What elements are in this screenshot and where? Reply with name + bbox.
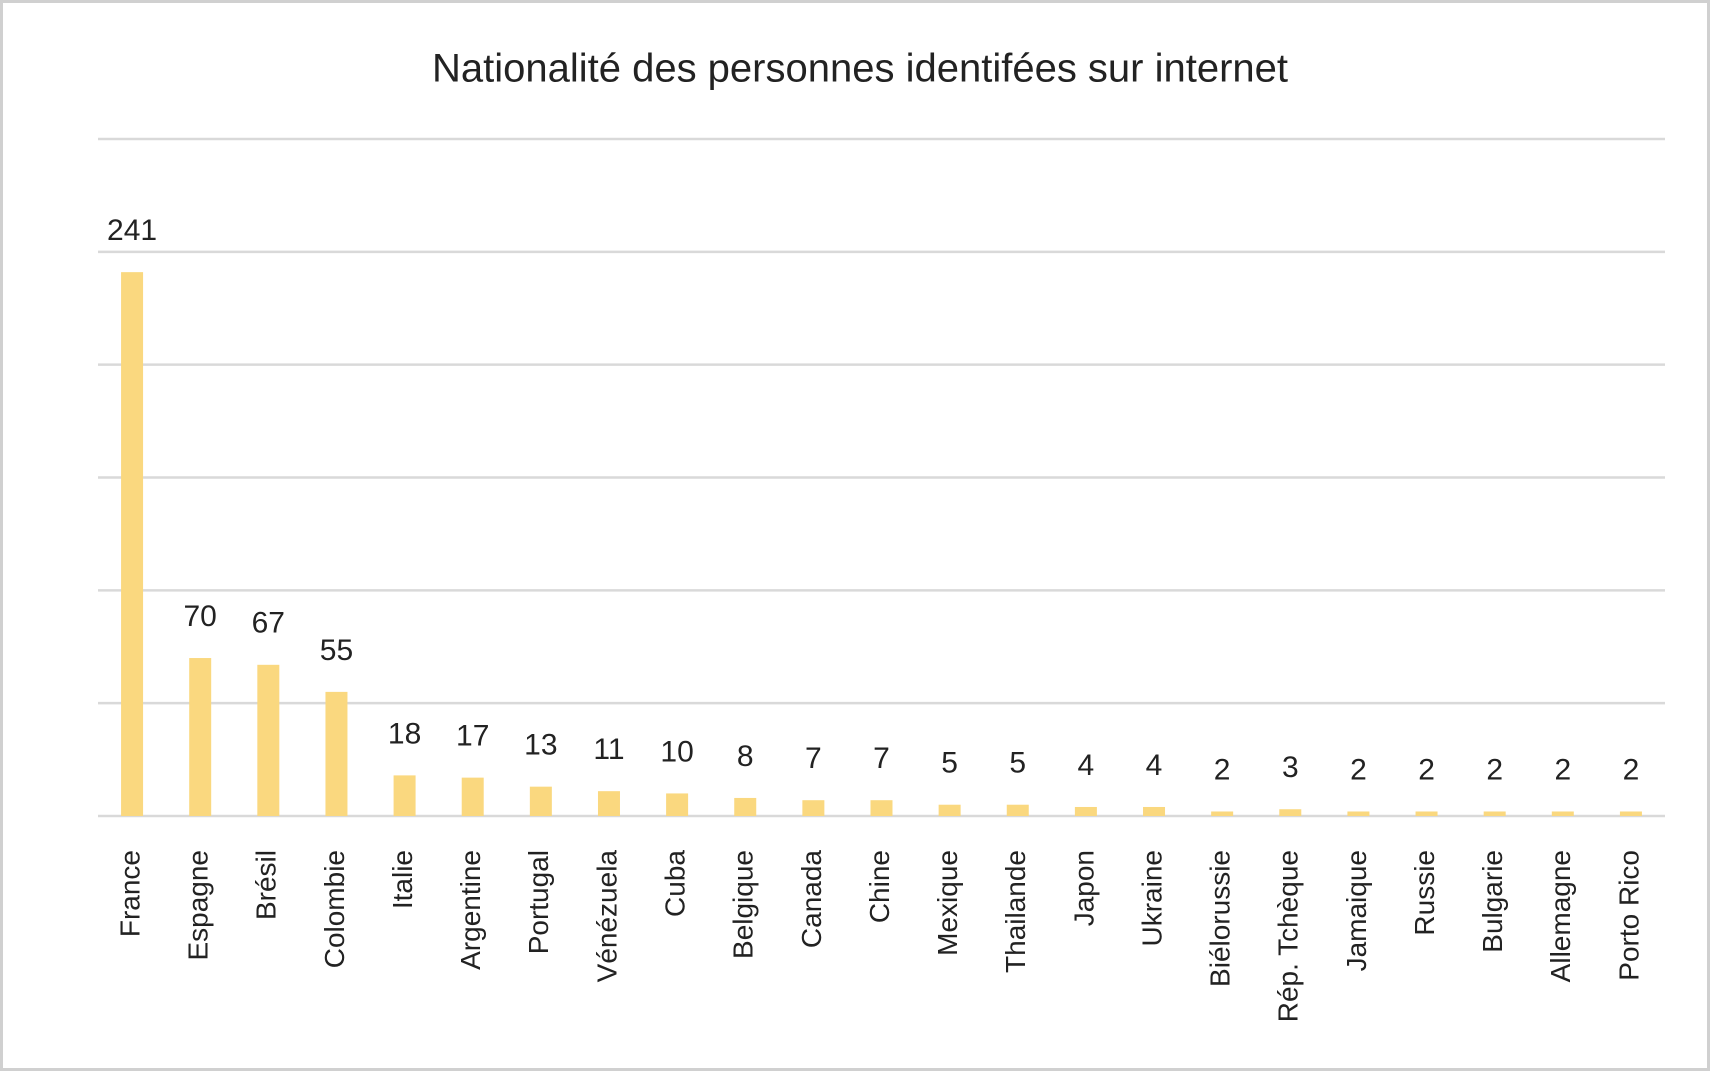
x-tick-label: Russie — [1409, 850, 1440, 936]
value-label: 70 — [184, 600, 217, 633]
bar — [1551, 811, 1574, 816]
x-tick-label: Japon — [1068, 850, 1099, 926]
x-tick-label: Brésil — [251, 850, 282, 920]
bar — [1347, 811, 1370, 816]
value-label: 5 — [1009, 747, 1026, 780]
value-label: 4 — [1078, 749, 1095, 782]
bar — [1415, 811, 1438, 816]
x-tick-label: Mexique — [932, 850, 963, 956]
x-tick-label: Porto Rico — [1613, 850, 1644, 981]
bar — [1074, 806, 1097, 816]
x-tick-label: Allemagne — [1545, 850, 1576, 982]
bar — [189, 658, 212, 816]
value-label: 2 — [1486, 753, 1503, 786]
x-tick-label: France — [114, 850, 145, 937]
bar — [121, 272, 144, 817]
value-label: 13 — [524, 729, 557, 762]
bar — [870, 800, 893, 816]
x-tick-label: Chine — [864, 850, 895, 923]
x-tick-label: Vénézuela — [591, 850, 622, 983]
value-label: 5 — [941, 747, 958, 780]
x-tick-label: Italie — [387, 850, 418, 909]
x-tick-label: Biélorussie — [1205, 850, 1236, 987]
bar — [1619, 811, 1642, 816]
x-tick-label: Thailande — [1000, 850, 1031, 973]
value-label: 67 — [252, 607, 285, 640]
value-label: 10 — [660, 735, 693, 768]
value-label: 2 — [1350, 753, 1367, 786]
value-label: 241 — [107, 214, 157, 247]
x-tick-label: Ukraine — [1136, 850, 1167, 946]
x-tick-label: Canada — [796, 850, 827, 949]
x-tick-label: Portugal — [523, 850, 554, 954]
value-label: 2 — [1554, 753, 1571, 786]
x-tick-label: Jamaique — [1341, 850, 1372, 971]
bar — [1211, 811, 1234, 816]
bar — [1143, 806, 1166, 816]
bar — [325, 691, 348, 816]
value-label: 7 — [805, 742, 822, 775]
chart-title: Nationalité des personnes identifées sur… — [432, 47, 1288, 91]
x-tick-label: Colombie — [319, 850, 350, 968]
value-label: 2 — [1214, 753, 1231, 786]
value-label: 2 — [1418, 753, 1435, 786]
x-tick-label: Argentine — [455, 850, 486, 970]
x-tick-label: Cuba — [659, 850, 690, 917]
bar — [597, 791, 620, 816]
bar — [1279, 809, 1302, 816]
bar — [393, 775, 416, 816]
x-tick-label: Belgique — [728, 850, 759, 959]
bar — [734, 797, 757, 816]
value-label: 8 — [737, 740, 754, 773]
value-label: 2 — [1623, 753, 1640, 786]
value-label: 4 — [1146, 749, 1163, 782]
x-tick-label: Bulgarie — [1477, 850, 1508, 953]
value-label: 7 — [873, 742, 890, 775]
bar — [666, 793, 689, 816]
bar — [1006, 804, 1029, 816]
x-tick-label: Espagne — [183, 850, 214, 961]
value-label: 3 — [1282, 751, 1299, 784]
bar — [938, 804, 961, 816]
value-label: 11 — [593, 733, 624, 766]
bar — [257, 664, 280, 816]
x-tick-label: Rép. Tchèque — [1273, 850, 1304, 1022]
bar — [461, 777, 484, 816]
bar — [1483, 811, 1506, 816]
value-label: 55 — [320, 634, 353, 667]
bar — [802, 800, 825, 816]
value-label: 18 — [388, 717, 421, 750]
value-label: 17 — [456, 720, 489, 753]
bar — [529, 786, 552, 816]
